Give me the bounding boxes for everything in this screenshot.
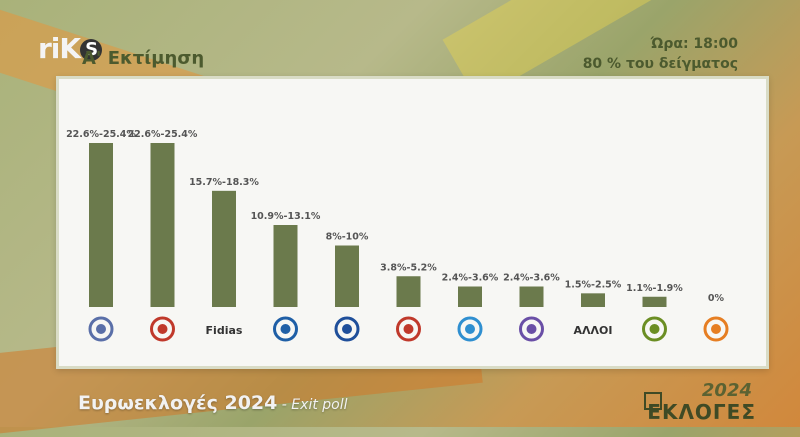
party-logo-icon-10 [642,316,667,342]
time-info: Ώρα: 18:00 80 % του δείγματος [583,34,738,74]
bar-2 [150,143,175,307]
ballot-check-icon [644,392,662,410]
bar-1 [89,143,113,307]
value-label-10: 1.1%-1.9% [626,283,683,294]
elections-badge: 2024 ΕΚΛΟΓΕΣ [636,378,760,426]
party-logo-core-8 [526,324,537,334]
footer-title: Ευρωεκλογές 2024 - Exit poll [78,392,348,414]
bar-4 [273,225,298,307]
badge-word: ΕΚΛΟΓΕΣ [647,400,756,424]
bar-7 [458,286,482,307]
value-label-7: 2.4%-3.6% [442,273,499,284]
value-label-1: 22.6%-25.4% [66,129,136,140]
value-label-2: 22.6%-25.4% [128,129,198,140]
party-logo-icon-8 [519,316,544,342]
party-logo-core-10 [649,324,660,334]
footer-main: Ευρωεκλογές 2024 [78,392,278,414]
party-logo-core-7 [465,324,475,334]
badge-year: 2024 [701,380,752,401]
value-label-11: 0% [708,293,725,304]
bar-5 [335,245,359,307]
bar-8 [519,286,544,307]
party-logo-icon-5 [334,316,360,342]
party-logo-core-4 [280,324,291,334]
footer-subtitle: - Exit poll [277,397,348,413]
time-label: Ώρα: 18:00 [650,36,738,52]
bar-6 [396,276,421,307]
tick-label-3: Fidias [206,324,243,337]
value-label-4: 10.9%-13.1% [251,211,321,222]
party-logo-icon-7 [457,316,483,342]
bar-3 [212,190,236,307]
logo-badge: S [80,39,103,61]
bar-9 [581,293,605,307]
tick-label-9: ΑΛΛΟΙ [574,324,613,337]
logo-text: riK [38,32,81,65]
sample-label: 80 % του δείγματος [582,56,738,72]
value-label-6: 3.8%-5.2% [380,262,437,273]
party-logo-core-2 [157,324,168,334]
value-label-3: 15.7%-18.3% [189,177,259,188]
party-logo-icon-1 [88,316,114,342]
party-logo-core-1 [96,324,106,334]
value-label-9: 1.5%-2.5% [565,279,622,290]
value-label-5: 8%-10% [326,232,369,243]
estimate-title: Α' Εκτίμηση [82,48,205,69]
party-logo-core-6 [403,324,414,334]
party-logo-icon-2 [150,316,175,342]
value-label-8: 2.4%-3.6% [503,273,560,284]
party-logo-icon-6 [396,316,421,342]
bar-chart: 22.6%-25.4%22.6%-25.4% 15.7%-18.3% Fidias 1… [66,129,729,342]
party-logo-core-11 [711,324,721,334]
channel-logo: riK S [38,32,103,65]
party-logo-icon-11 [703,316,729,342]
party-logo-core-5 [342,324,352,334]
bar-10 [642,296,667,307]
chart-panel: 22.6%-25.4% 22.6%-25.4% 15.7%-18.3% Fidias 1… [56,76,769,369]
party-logo-icon-4 [273,316,298,342]
